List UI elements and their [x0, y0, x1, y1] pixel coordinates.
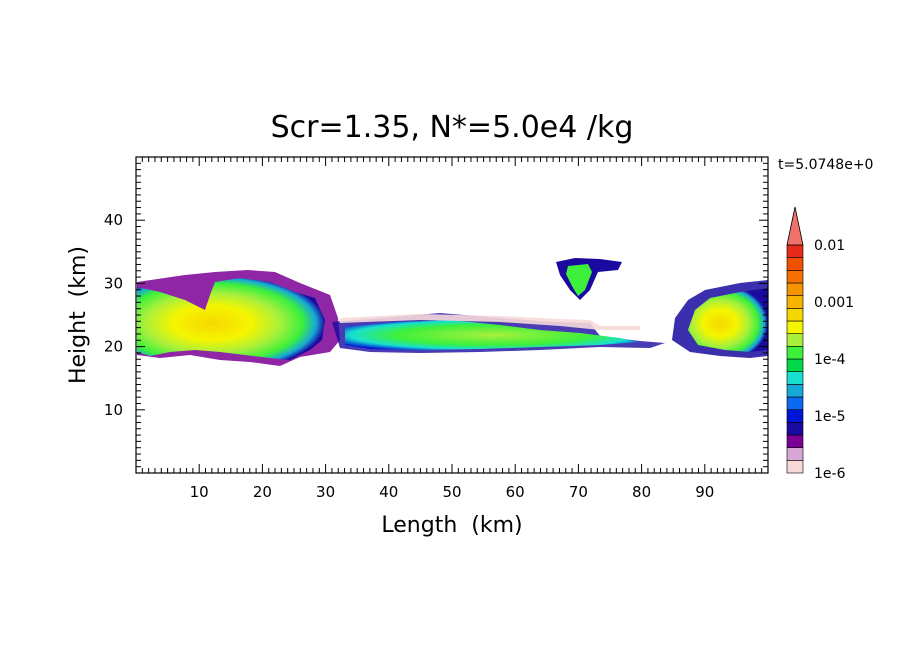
colorbar-swatch [786, 295, 804, 309]
colorbar-swatch [786, 434, 804, 448]
colorbar-label: 1e-4 [814, 352, 846, 368]
chart-title: Scr=1.35, N*=5.0e4 /kg [271, 110, 634, 145]
x-tick-label: 10 [190, 483, 209, 501]
y-tick-label: 30 [104, 274, 123, 292]
heat-region-isolated [566, 264, 592, 296]
y-tick-label: 20 [104, 338, 123, 356]
colorbar-swatch [786, 346, 804, 360]
colorbar-swatch [786, 320, 804, 334]
x-axis-label: Length (km) [381, 513, 522, 538]
colorbar-swatch [786, 384, 804, 398]
x-tick-label: 30 [316, 483, 335, 501]
colorbar-swatch [786, 333, 804, 347]
colorbar: 0.01 0.001 1e-4 1e-5 1e-6 [786, 206, 854, 482]
y-axis: 10 20 30 40 [104, 162, 768, 468]
x-tick-label: 70 [569, 483, 588, 501]
colorbar-swatch [786, 257, 804, 271]
time-label: t=5.0748e+0 [778, 157, 873, 173]
heat-region-thin-top [340, 314, 640, 330]
colorbar-label: 1e-6 [814, 466, 846, 482]
colorbar-swatch [786, 409, 804, 423]
colorbar-label: 0.001 [814, 295, 854, 311]
colorbar-swatch [786, 396, 804, 410]
heat-region-mid [345, 320, 640, 350]
y-axis-label: Height (km) [66, 246, 91, 384]
colorbar-swatch [786, 308, 804, 322]
heat-region-right [688, 288, 768, 352]
colorbar-swatch [786, 422, 804, 436]
x-tick-label: 90 [695, 483, 714, 501]
heat-region-left [137, 278, 325, 360]
colorbar-swatch [786, 371, 804, 385]
colorbar-extend-arrow [786, 206, 804, 246]
colorbar-swatch [786, 447, 804, 461]
x-tick-label: 40 [379, 483, 398, 501]
y-tick-label: 40 [104, 211, 123, 229]
y-tick-label: 10 [104, 401, 123, 419]
x-tick-label: 50 [442, 483, 461, 501]
colorbar-swatch [786, 282, 804, 296]
heatmap-layer [137, 258, 768, 366]
x-tick-label: 60 [506, 483, 525, 501]
x-tick-label: 20 [253, 483, 272, 501]
colorbar-swatch [786, 358, 804, 372]
x-tick-label: 80 [632, 483, 651, 501]
colorbar-label: 1e-5 [814, 409, 845, 425]
colorbar-swatch [786, 460, 804, 474]
colorbar-swatch [786, 270, 804, 284]
colorbar-label: 0.01 [814, 238, 845, 254]
x-axis: 10 20 30 40 50 60 70 80 90 [141, 157, 763, 501]
colorbar-swatch [786, 244, 804, 258]
